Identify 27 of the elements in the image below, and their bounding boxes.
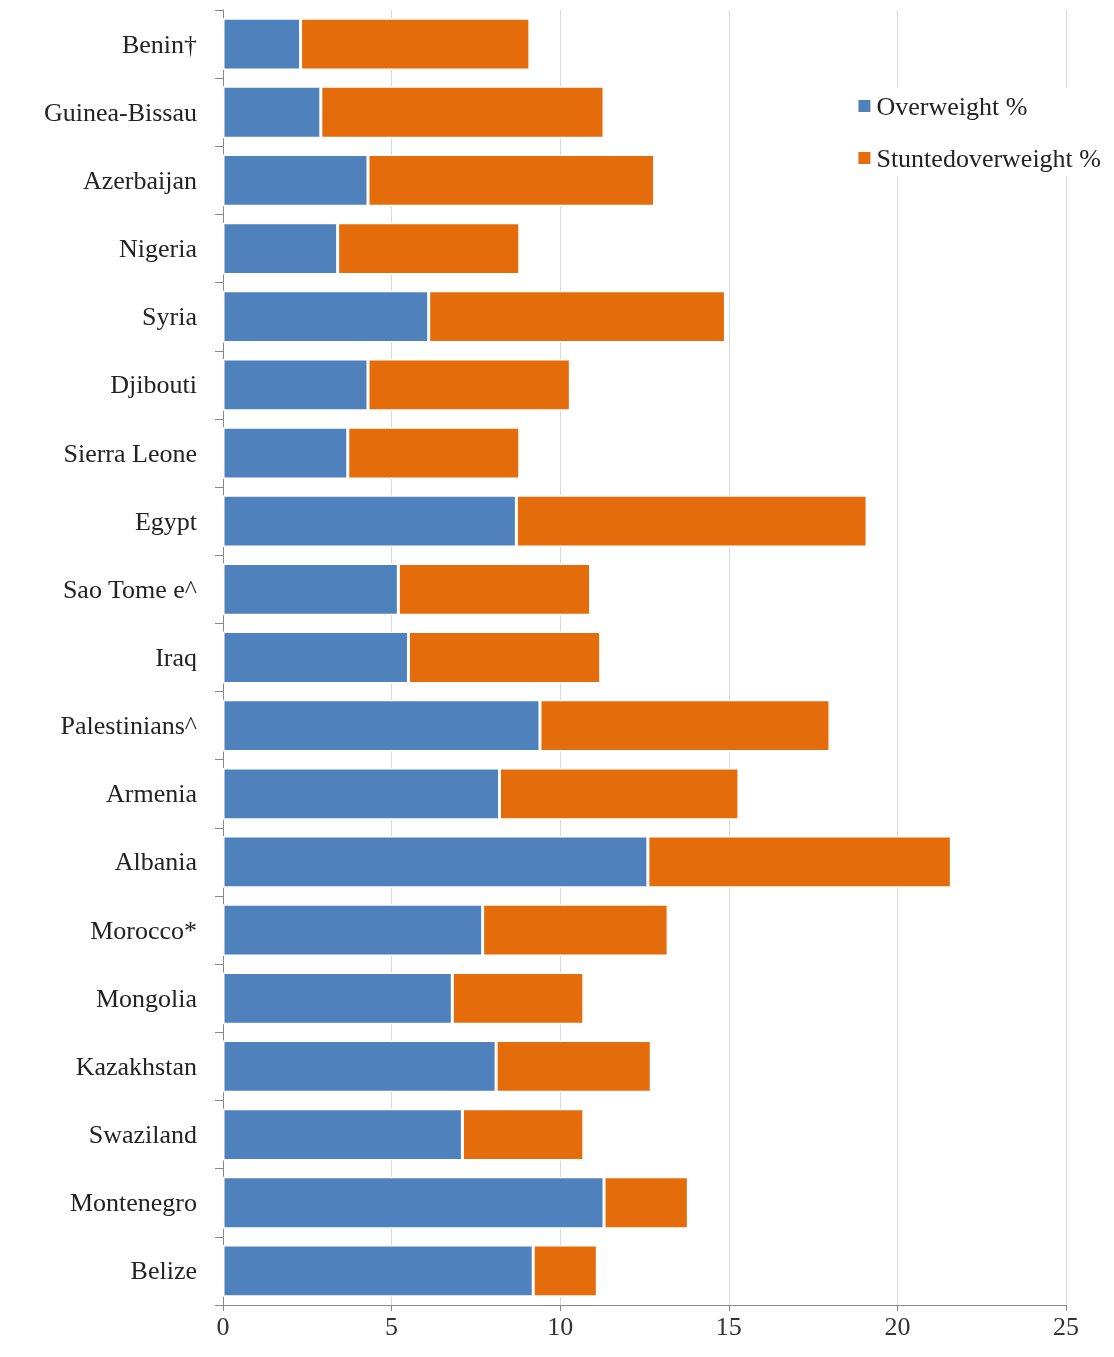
- legend-label: Stuntedoverweight %: [876, 143, 1102, 173]
- y-tick-label: Swaziland: [88, 1120, 197, 1150]
- y-tick-label: Montenegro: [69, 1188, 197, 1218]
- y-tick-label: Syria: [142, 302, 198, 332]
- x-tick-label: 15: [715, 1311, 742, 1341]
- x-tick-label: 10: [547, 1311, 574, 1341]
- y-tick-label: Sao Tome e^: [62, 574, 197, 604]
- y-tick-label: Morocco*: [90, 915, 197, 945]
- y-tick-label: Albania: [114, 847, 198, 877]
- y-tick-label: Djibouti: [110, 370, 197, 400]
- x-tick-label: 0: [216, 1311, 230, 1341]
- y-tick-label: Guinea-Bissau: [43, 97, 197, 127]
- y-tick-label: Iraq: [155, 643, 197, 672]
- y-tick-label: Egypt: [134, 506, 198, 536]
- legend-label: Overweight %: [876, 91, 1028, 121]
- x-tick-label: 25: [1053, 1311, 1079, 1341]
- x-tick-label: 5: [385, 1311, 399, 1341]
- y-tick-label: Mongolia: [95, 983, 198, 1013]
- y-tick-label: Palestinians^: [60, 711, 197, 741]
- y-tick-label: Armenia: [106, 779, 198, 809]
- y-tick-label: Azerbaijan: [82, 165, 197, 195]
- y-tick-label: Benin†: [121, 29, 197, 59]
- y-tick-label: Nigeria: [119, 234, 198, 264]
- y-tick-label: Sierra Leone: [63, 438, 197, 468]
- y-tick-label: Belize: [130, 1256, 197, 1286]
- x-tick-label: 20: [884, 1311, 911, 1341]
- y-tick-label: Kazakhstan: [75, 1051, 197, 1081]
